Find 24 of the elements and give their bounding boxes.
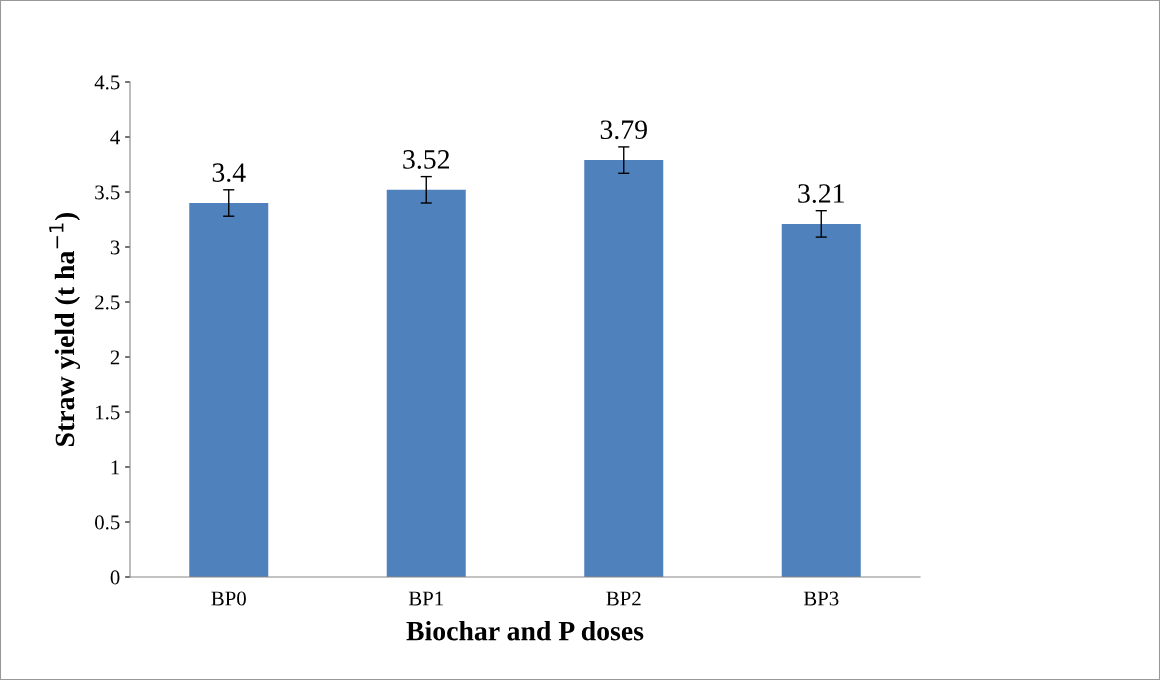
bar: [584, 160, 664, 577]
x-axis-title: Biochar and P doses: [406, 620, 644, 641]
y-tick-label: 3.5: [95, 185, 120, 200]
bar: [386, 189, 466, 577]
data-label: 3.79: [600, 120, 647, 140]
y-tick-label: 0: [110, 570, 120, 585]
bar: [781, 223, 861, 577]
y-axis-title: Straw yield (t ha$^{−1}$): [49, 212, 81, 446]
x-tick-label: BP3: [803, 591, 839, 606]
data-label: 3.52: [403, 150, 450, 169]
x-tick-label: BP1: [408, 591, 443, 606]
data-label: 3.21: [798, 184, 844, 203]
y-tick-label: 4.5: [94, 75, 120, 90]
x-tick-label: BP0: [211, 591, 246, 606]
x-tick-label: BP2: [606, 591, 641, 606]
data-label: 3.4: [212, 163, 246, 183]
y-tick-label: 1.5: [96, 405, 120, 420]
y-tick-label: 2.5: [95, 295, 120, 310]
y-tick-label: 2: [110, 350, 120, 365]
y-tick-label: 4: [110, 130, 120, 145]
y-tick-label: 0.5: [95, 515, 120, 530]
bar: [189, 203, 269, 577]
y-tick-label: 1: [111, 460, 120, 475]
y-tick-label: 3: [110, 240, 120, 255]
